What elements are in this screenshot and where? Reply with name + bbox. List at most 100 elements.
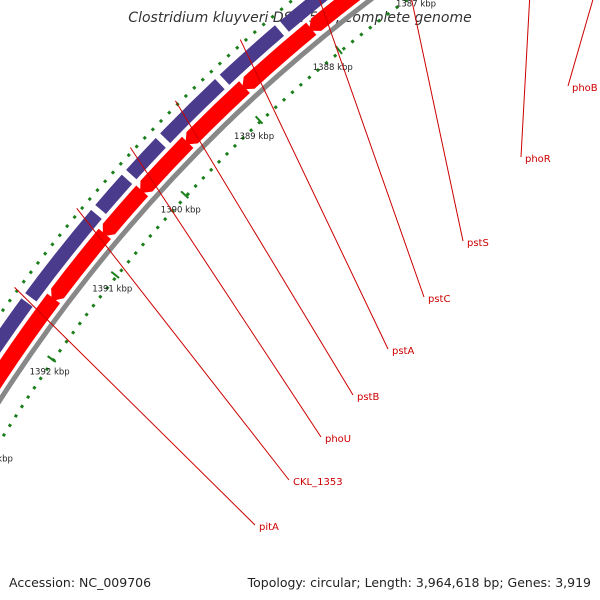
minor-tick (148, 233, 153, 239)
minor-tick (290, 90, 295, 95)
tick-label: 1389 kbp (234, 132, 274, 142)
minor-tick (98, 294, 103, 299)
accession-text: Accession: NC_009706 (9, 575, 152, 590)
minor-tick-inner (50, 242, 55, 247)
minor-tick-inner (158, 118, 164, 124)
minor-tick-inner (217, 61, 222, 66)
gene-leader-line (520, 0, 531, 158)
tick-label: 1393 kbp (0, 455, 13, 465)
minor-tick-inner (80, 205, 85, 211)
gene-leader-line (567, 0, 594, 87)
gene-leader-line (239, 39, 389, 350)
minor-tick (359, 32, 364, 37)
minor-tick (64, 339, 69, 344)
minor-tick-inner (209, 69, 214, 74)
minor-tick-inner (103, 179, 108, 184)
minor-tick (333, 53, 338, 58)
minor-tick-inner (200, 77, 205, 82)
major-tick (47, 355, 57, 363)
minor-tick (26, 395, 31, 400)
minor-tick (368, 25, 373, 30)
minor-tick (13, 413, 18, 419)
forward-gene (185, 81, 250, 145)
minor-tick-inner (243, 37, 249, 42)
major-tick (110, 270, 120, 279)
minor-tick (38, 376, 43, 381)
minor-tick (404, 0, 409, 3)
reverse-gene (219, 25, 285, 85)
gene-label: pitA (259, 522, 279, 533)
minor-tick-inner (226, 53, 231, 58)
gene-label: pstA (392, 346, 414, 357)
gene-label: phoU (325, 434, 351, 445)
minor-tick (84, 312, 89, 317)
minor-tick (273, 105, 278, 110)
forward-gene (140, 136, 194, 194)
minor-tick-inner (87, 196, 92, 202)
minor-tick (140, 242, 146, 247)
reverse-gene (160, 79, 225, 144)
minor-tick (281, 97, 287, 102)
minor-tick-inner (35, 260, 41, 266)
gene-leader-line (14, 286, 256, 526)
minor-tick-inner (270, 14, 275, 19)
minor-tick-inner (110, 170, 116, 175)
gene-label: phoB (572, 83, 598, 94)
gene-layer (0, 0, 361, 390)
gene-label: pstB (357, 392, 379, 403)
reverse-gene (0, 298, 33, 353)
minor-tick (201, 175, 206, 181)
gene-leader-line (129, 147, 322, 438)
minor-tick-inner (118, 161, 123, 166)
minor-tick (377, 18, 382, 23)
minor-tick-inner (150, 127, 155, 132)
minor-tick (232, 143, 238, 149)
minor-tick-inner (0, 308, 6, 313)
minor-tick (350, 39, 355, 44)
reverse-gene (95, 174, 133, 215)
forward-gene (242, 22, 317, 90)
minor-tick-inner (65, 224, 70, 229)
minor-tick (298, 82, 303, 87)
reverse-gene (25, 209, 102, 302)
minor-tick (385, 11, 391, 17)
tick-label: 1390 kbp (161, 206, 201, 216)
forward-gene (102, 185, 149, 237)
minor-tick (307, 75, 312, 80)
gene-label: CKL_1353 (293, 477, 343, 488)
tick-label: 1392 kbp (30, 368, 70, 378)
minor-tick-inner (279, 7, 284, 12)
gene-label: pstS (467, 238, 489, 249)
gene-label: phoR (525, 154, 551, 165)
minor-tick (163, 217, 168, 222)
minor-tick (44, 367, 50, 372)
gene-leader-line (319, 0, 425, 298)
minor-tick-inner (183, 93, 189, 99)
minor-tick (77, 321, 82, 326)
forward-gene (308, 0, 361, 31)
minor-tick (224, 151, 230, 156)
minor-tick (185, 192, 191, 197)
genome-backbone (0, 0, 375, 405)
minor-tick (126, 259, 131, 264)
major-tick (254, 115, 264, 125)
minor-tick-inner (28, 270, 33, 275)
forward-gene (51, 228, 111, 301)
minor-tick (315, 68, 321, 73)
minor-tick (71, 330, 76, 335)
minor-tick (178, 200, 183, 205)
minor-tick (193, 183, 198, 189)
minor-tick-inner (57, 233, 62, 238)
gene-leader-line (174, 100, 354, 396)
minor-tick (7, 423, 12, 428)
minor-tick (265, 112, 270, 118)
gene-leader-line (411, 0, 464, 242)
reverse-gene (126, 138, 166, 180)
minor-tick (155, 225, 160, 230)
minor-tick (1, 432, 7, 438)
minor-tick-inner (261, 22, 266, 27)
minor-tick (112, 277, 117, 282)
minor-tick-inner (95, 188, 100, 193)
